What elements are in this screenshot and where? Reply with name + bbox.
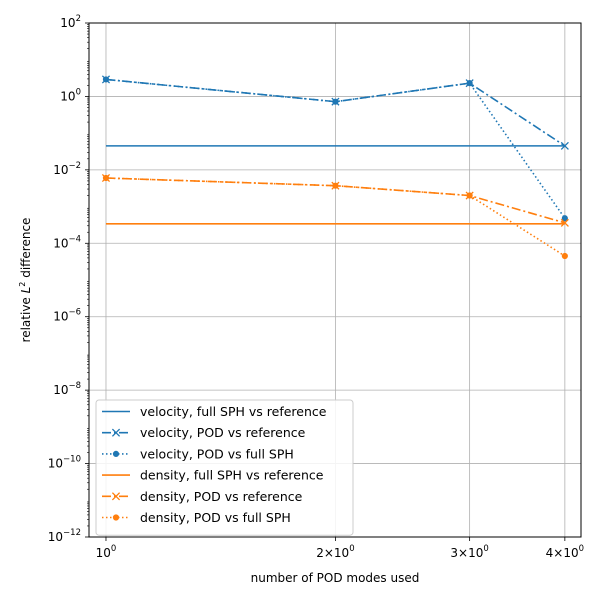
data-point [560, 218, 569, 227]
legend-marker [111, 492, 121, 501]
data-point [561, 215, 568, 222]
data-point [561, 252, 568, 260]
series-line [105, 78, 566, 147]
data-point [332, 182, 339, 189]
legend-label: density, POD vs full SPH [140, 510, 291, 525]
legend-entry-1: velocity, full SPH vs reference [102, 404, 327, 419]
y-tick-label: 10−2 [53, 161, 81, 177]
y-tick-label: 10−6 [53, 308, 81, 324]
plot-frame [88, 22, 582, 538]
y-axis-label: relative L2 difference [18, 218, 33, 343]
legend-label: velocity, POD vs full SPH [140, 446, 294, 461]
x-tick-label: 3×100 [450, 544, 488, 560]
y-axis-label-tail: difference [19, 218, 33, 282]
x-tick-label: 4×100 [546, 544, 584, 560]
series-6 [102, 174, 568, 260]
data-point [102, 174, 110, 182]
data-point [466, 80, 473, 87]
y-axis-label-sup: 2 [18, 282, 27, 287]
x-tick-label: 2×100 [316, 544, 354, 560]
legend-entry-5: density, POD vs reference [102, 489, 303, 504]
y-tick-label: 100 [60, 87, 81, 103]
y-tick-label: 10−12 [48, 528, 81, 544]
x-axis-label: number of POD modes used [251, 571, 420, 585]
y-axis-label-var: L [19, 287, 33, 294]
legend-label: density, full SPH vs reference [140, 468, 324, 483]
legend-entry-6: density, POD vs full SPH [102, 510, 291, 525]
series-layer [101, 75, 569, 260]
legend-box [95, 399, 354, 536]
legend-entry-4: density, full SPH vs reference [102, 468, 324, 483]
legend: velocity, full SPH vs reference velocity,… [95, 399, 354, 536]
y-tick-label: 10−8 [53, 381, 81, 397]
y-axis-label-main: relative [19, 293, 33, 342]
data-point [466, 192, 473, 199]
y-tick-label: 10−4 [53, 234, 81, 250]
legend-entry-3: velocity, POD vs full SPH [102, 446, 294, 461]
tick-layer: 10−12 10−10 10−8 10−6 10−4 10−2 100 102 100 2×100… [48, 14, 584, 560]
series-line [105, 78, 566, 219]
y-tick-label: 10−10 [48, 455, 81, 471]
legend-label: velocity, full SPH vs reference [140, 404, 327, 419]
series-line [105, 177, 566, 257]
data-point [102, 76, 110, 83]
legend-label: velocity, POD vs reference [140, 425, 306, 440]
legend-marker [112, 514, 120, 521]
data-point [332, 98, 339, 105]
data-point [560, 141, 569, 150]
legend-marker [111, 428, 121, 437]
legend-label: density, POD vs reference [140, 489, 303, 504]
series-3 [102, 76, 568, 222]
legend-marker [112, 450, 120, 457]
legend-entry-2: velocity, POD vs reference [102, 425, 306, 440]
y-tick-label: 102 [60, 14, 81, 30]
x-tick-label: 100 [96, 544, 117, 560]
